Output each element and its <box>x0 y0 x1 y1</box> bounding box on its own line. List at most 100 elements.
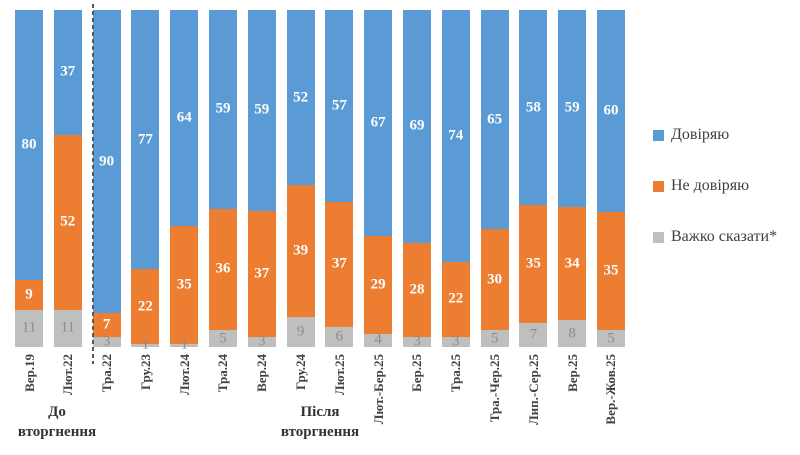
segment-distrust: 37 <box>325 202 354 327</box>
segment-distrust: 7 <box>92 313 121 337</box>
segment-value-label: 37 <box>254 265 270 282</box>
bar-Лют.24: 64 35 1 <box>170 10 199 352</box>
segment-value-label: 52 <box>293 89 309 106</box>
segment-value-label: 57 <box>331 97 347 114</box>
x-axis-label-slot: Гру.24 <box>287 354 315 390</box>
segment-distrust: 39 <box>286 185 315 317</box>
segment-value-label: 34 <box>564 255 580 272</box>
segment-value-label: 52 <box>60 213 76 230</box>
x-axis-label: Лют.25 <box>331 354 347 396</box>
legend-label: Важко сказати* <box>671 228 778 245</box>
bar-Тра.24: 59 36 5 <box>208 10 237 347</box>
segment-value-label: 58 <box>525 99 541 116</box>
x-axis-label: Тра.-Чер.25 <box>487 354 503 423</box>
bar-Бер.25: 69 28 3 <box>402 10 431 350</box>
segment-distrust: 36 <box>208 208 237 331</box>
segment-value-label: 69 <box>409 117 425 134</box>
segment-hard-to-say: 3 <box>441 334 470 349</box>
legend-swatch-distrust-icon <box>653 180 664 192</box>
segment-value-label: 28 <box>409 281 425 298</box>
plot-area: 80 9 11 37 52 11 90 7 3 77 22 1 64 35 1 59 36 5 59 37 3 52 39 9… <box>15 10 625 352</box>
segment-trust: 65 <box>480 10 509 230</box>
x-axis-label: Лют.24 <box>176 354 192 396</box>
x-axis-label-slot: Тра.22 <box>93 354 121 392</box>
segment-value-label: 3 <box>413 333 421 350</box>
x-axis-label: Бер.25 <box>409 354 425 392</box>
x-axis-label-slot: Лют.22 <box>54 354 82 395</box>
group-label-line: вторгнення <box>280 423 360 440</box>
segment-hard-to-say: 5 <box>596 330 625 347</box>
x-axis-label-slot: Вер.25 <box>558 354 586 392</box>
segment-hard-to-say: 1 <box>131 337 160 352</box>
segment-trust: 57 <box>325 10 354 203</box>
x-axis-label-slot: Вер.24 <box>248 354 276 392</box>
bar-Гру.23: 77 22 1 <box>131 10 160 352</box>
segment-value-label: 22 <box>448 290 464 307</box>
segment-value-label: 22 <box>137 298 153 315</box>
segment-value-label: 60 <box>603 102 619 119</box>
segment-trust: 77 <box>131 10 160 270</box>
segment-hard-to-say: 5 <box>480 330 509 347</box>
segment-hard-to-say: 3 <box>402 333 431 350</box>
segment-value-label: 59 <box>254 101 270 118</box>
bar-Лют.22: 37 52 11 <box>53 10 82 347</box>
segment-value-label: 29 <box>370 276 386 293</box>
x-axis-label: Лют.22 <box>60 354 76 396</box>
segment-value-label: 36 <box>215 260 231 277</box>
bar-Лют.-Бер.25: 67 29 4 <box>364 10 393 347</box>
legend-swatch-trust-icon <box>653 129 664 141</box>
legend-label: Не довіряю <box>671 177 750 194</box>
group-label-line: вторгнення <box>17 423 97 440</box>
segment-distrust: 35 <box>170 225 199 344</box>
segment-hard-to-say: 1 <box>170 337 199 352</box>
segment-hard-to-say: 6 <box>325 326 354 347</box>
segment-value-label: 11 <box>21 319 37 336</box>
bar-Тра.-Чер.25: 65 30 5 <box>480 10 509 347</box>
x-axis-label-slot: Лют.24 <box>170 354 198 395</box>
bar-Вер.19: 80 9 11 <box>15 10 43 347</box>
legend: Довіряю Не довіряю Важко сказати* <box>653 126 777 246</box>
legend-label: Довіряю <box>671 126 730 143</box>
segment-distrust: 22 <box>441 261 470 337</box>
segment-trust: 37 <box>53 10 82 135</box>
segment-hard-to-say: 11 <box>15 309 43 347</box>
bar-Лип.-Сер.25: 58 35 7 <box>519 10 548 347</box>
segment-distrust: 28 <box>402 242 431 337</box>
x-axis-label-slot: Тра.24 <box>209 354 237 392</box>
x-axis-label-slot: Вер.19 <box>15 354 43 392</box>
bar-Вер.24: 59 37 3 <box>247 10 276 349</box>
segment-distrust: 30 <box>480 229 509 331</box>
segment-hard-to-say: 3 <box>92 334 121 349</box>
segment-trust: 80 <box>15 10 43 280</box>
segment-trust: 67 <box>364 10 393 236</box>
x-axis-label-slot: Бер.25 <box>403 354 431 392</box>
segment-hard-to-say: 3 <box>247 334 276 349</box>
segment-value-label: 1 <box>141 336 150 353</box>
segment-value-label: 37 <box>331 255 347 272</box>
segment-value-label: 9 <box>25 286 33 303</box>
x-axis-label-slot: Гру.23 <box>131 354 159 390</box>
segment-value-label: 35 <box>525 255 541 272</box>
segment-distrust: 29 <box>364 235 393 334</box>
x-axis-label: Тра.22 <box>99 354 115 393</box>
segment-value-label: 59 <box>564 99 580 116</box>
segment-value-label: 65 <box>487 111 503 128</box>
x-axis-label: Гру.23 <box>137 354 153 390</box>
invasion-separator-line <box>92 4 94 364</box>
bar-Тра.25: 74 22 3 <box>441 10 470 349</box>
segment-hard-to-say: 4 <box>364 332 393 347</box>
x-axis-label-slot: Лип.-Сер.25 <box>519 354 547 425</box>
x-axis-label-slot: Тра.25 <box>442 354 470 392</box>
segment-value-label: 7 <box>102 316 111 333</box>
segment-trust: 60 <box>596 10 625 213</box>
segment-hard-to-say: 7 <box>519 323 548 347</box>
x-axis-label: Гру.24 <box>293 354 309 390</box>
group-label-line: Після <box>300 404 340 420</box>
segment-trust: 59 <box>558 10 587 207</box>
segment-value-label: 6 <box>335 328 344 345</box>
segment-trust: 64 <box>170 10 199 226</box>
segment-distrust: 9 <box>15 279 43 310</box>
segment-distrust: 35 <box>596 212 625 331</box>
segment-hard-to-say: 5 <box>208 330 237 347</box>
